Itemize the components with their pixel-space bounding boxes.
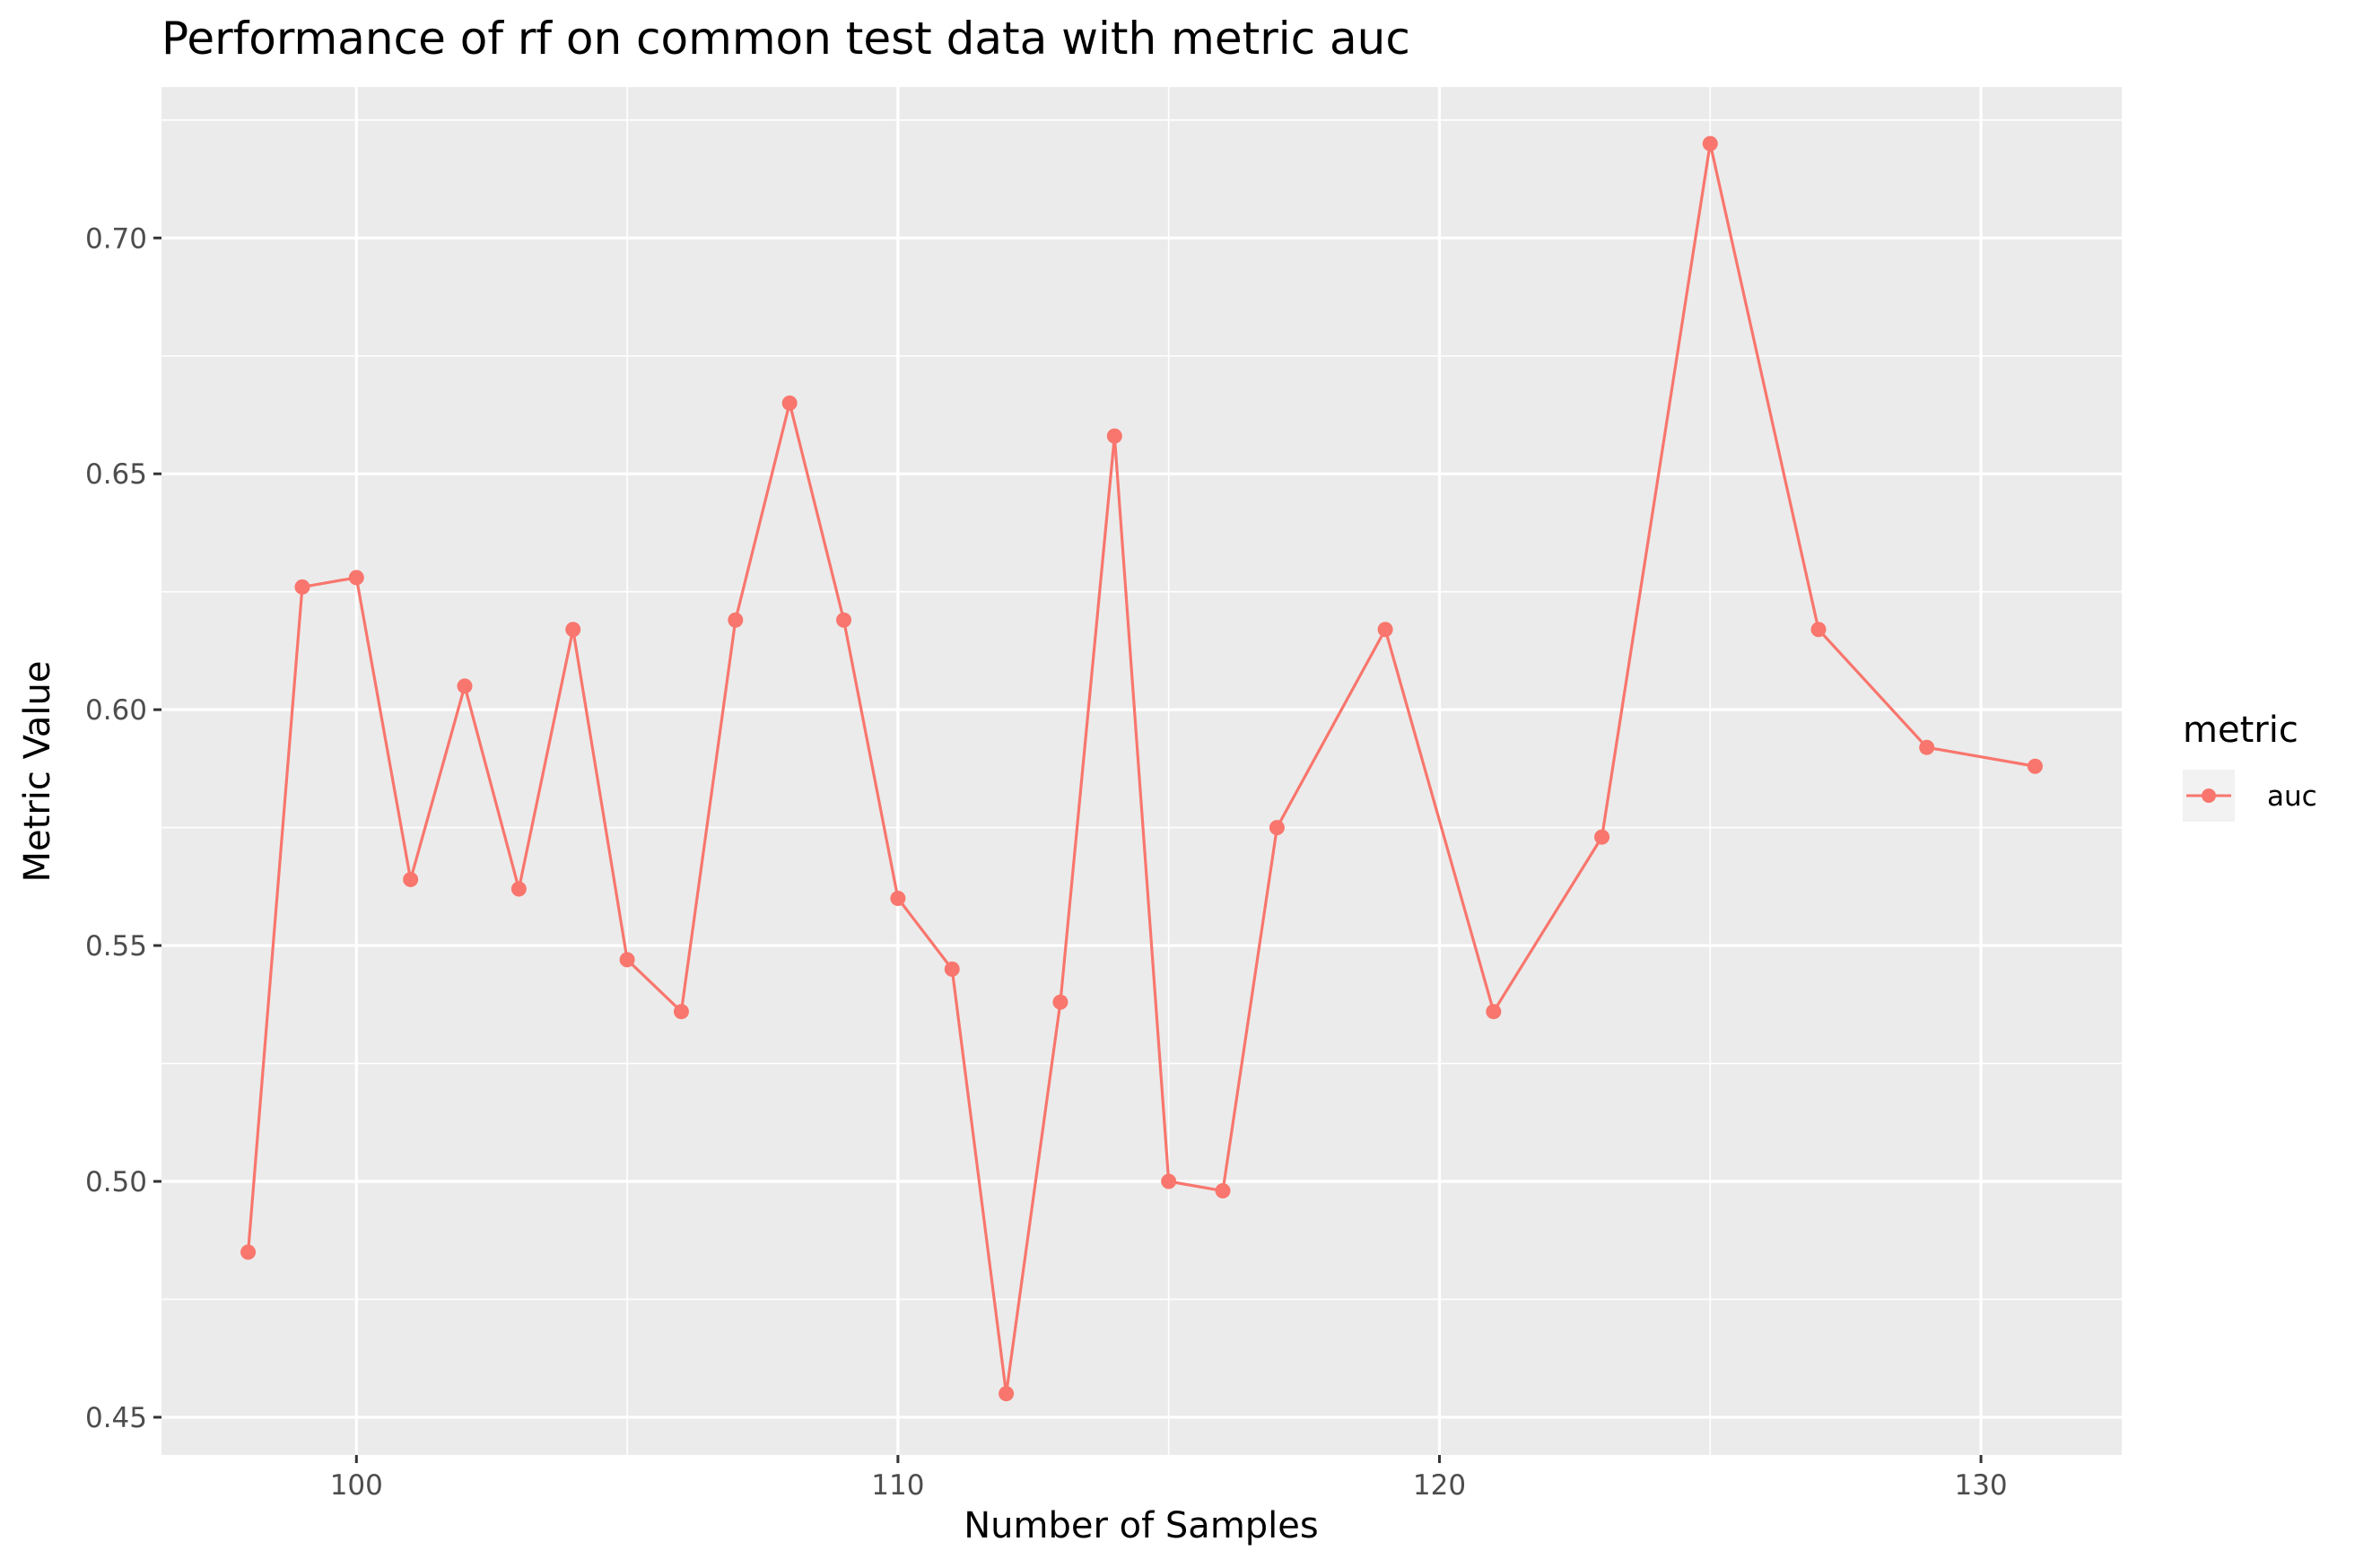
x-axis: 100 110 120 130 bbox=[330, 1455, 2008, 1502]
data-point-auc bbox=[673, 1004, 689, 1020]
data-point-auc bbox=[1594, 829, 1610, 845]
data-point-auc bbox=[1377, 622, 1393, 638]
legend: metric auc bbox=[2183, 710, 2317, 822]
data-point-auc bbox=[240, 1244, 257, 1260]
major-gridlines bbox=[161, 87, 2122, 1455]
data-point-auc bbox=[1269, 820, 1285, 836]
data-point-auc bbox=[836, 612, 852, 628]
legend-title: metric bbox=[2183, 710, 2298, 751]
data-point-auc bbox=[1215, 1183, 1231, 1199]
data-point-auc bbox=[944, 961, 960, 977]
data-point-auc bbox=[1106, 428, 1122, 444]
y-tick-label: 0.50 bbox=[85, 1166, 147, 1198]
data-point-auc bbox=[1702, 135, 1718, 152]
x-tick-label: 100 bbox=[330, 1469, 383, 1502]
data-point-auc bbox=[2027, 758, 2043, 774]
data-point-auc bbox=[999, 1386, 1015, 1402]
data-point-auc bbox=[457, 678, 473, 694]
plot-panel bbox=[161, 87, 2122, 1455]
series-layer bbox=[240, 135, 2043, 1402]
y-tick-label: 0.55 bbox=[85, 930, 147, 963]
data-point-auc bbox=[728, 612, 744, 628]
y-axis-title: Metric Value bbox=[17, 661, 58, 883]
data-point-auc bbox=[565, 622, 581, 638]
data-point-auc bbox=[890, 890, 906, 906]
y-tick-label: 0.45 bbox=[85, 1402, 147, 1434]
data-point-auc bbox=[1161, 1173, 1177, 1189]
data-point-auc bbox=[510, 881, 527, 897]
x-tick-label: 130 bbox=[1954, 1469, 2007, 1502]
legend-label-auc: auc bbox=[2267, 780, 2317, 813]
data-point-auc bbox=[1919, 739, 1935, 755]
x-axis-title: Number of Samples bbox=[964, 1505, 1319, 1546]
data-point-auc bbox=[619, 952, 635, 968]
data-point-auc bbox=[1052, 994, 1068, 1010]
y-tick-label: 0.60 bbox=[85, 694, 147, 727]
data-point-auc bbox=[1810, 622, 1827, 638]
legend-key-point bbox=[2202, 788, 2216, 803]
data-point-auc bbox=[781, 395, 798, 411]
data-point-auc bbox=[294, 579, 310, 595]
x-tick-label: 110 bbox=[871, 1469, 924, 1502]
data-point-auc bbox=[348, 570, 364, 586]
data-point-auc bbox=[1486, 1004, 1502, 1020]
data-point-auc bbox=[403, 871, 419, 887]
chart-title: Performance of rf on common test data wi… bbox=[161, 13, 1410, 65]
y-tick-label: 0.65 bbox=[85, 458, 147, 491]
y-axis: 0.45 0.50 0.55 0.60 0.65 0.70 bbox=[85, 222, 161, 1434]
x-tick-label: 120 bbox=[1413, 1469, 1466, 1502]
y-tick-label: 0.70 bbox=[85, 222, 147, 255]
